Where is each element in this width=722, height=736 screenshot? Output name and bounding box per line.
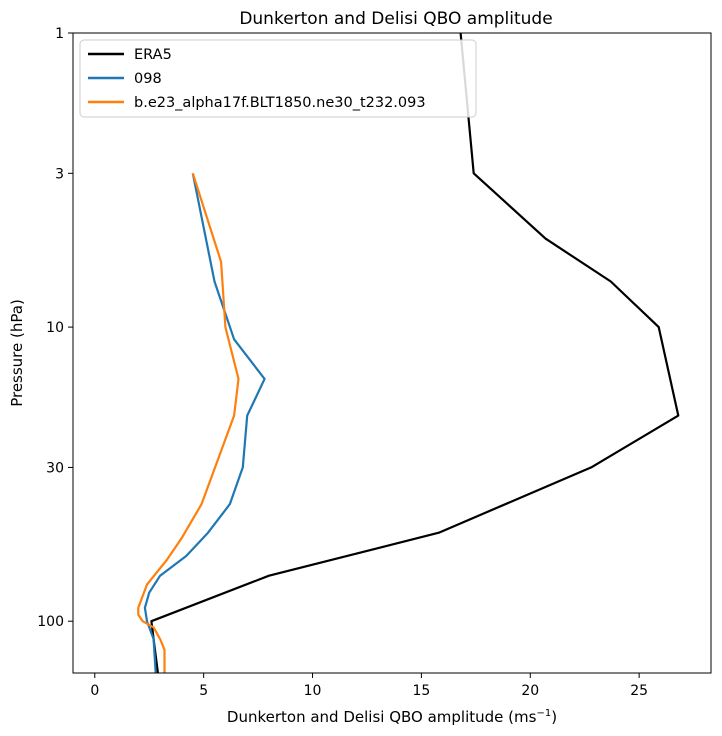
legend: ERA5 098 b.e23_alpha17f.BLT1850.ne30_t232.…	[79, 39, 477, 118]
x-axis-label-end: )	[551, 708, 557, 726]
plot-frame	[72, 32, 712, 674]
y-tick-label-3: 3	[55, 166, 64, 182]
legend-label-0: ERA5	[134, 47, 172, 63]
y-axis-label: Pressure (hPa)	[8, 299, 26, 407]
series-line-2	[137, 172, 240, 673]
legend-frame	[79, 39, 477, 118]
series-layer	[137, 32, 680, 674]
y-tick-label-100: 100	[37, 614, 64, 630]
x-axis-label: Dunkerton and Delisi QBO amplitude (ms−1…	[227, 708, 557, 726]
x-tick-label-10: 10	[304, 683, 322, 699]
series-line-1	[143, 173, 266, 674]
x-tick-label-0: 0	[90, 683, 99, 699]
series-line-0	[150, 32, 680, 674]
x-axis-label-superscript: −1	[536, 708, 551, 719]
y-tick-label-10: 10	[46, 320, 64, 336]
x-tick-label-15: 15	[412, 683, 430, 699]
chart-title: Dunkerton and Delisi QBO amplitude	[239, 9, 552, 29]
legend-label-2: b.e23_alpha17f.BLT1850.ne30_t232.093	[134, 95, 426, 111]
x-tick-label-20: 20	[521, 683, 539, 699]
y-tick-label-30: 30	[46, 460, 64, 476]
y-tick-label-1: 1	[55, 26, 64, 42]
x-axis: 0 5 10 15 20 25	[90, 673, 648, 699]
y-axis: 1 3 10 30 100	[37, 26, 73, 630]
x-tick-label-5: 5	[199, 683, 208, 699]
x-tick-label-25: 25	[630, 683, 648, 699]
x-axis-label-main: Dunkerton and Delisi QBO amplitude (ms	[227, 708, 537, 726]
legend-label-1: 098	[134, 71, 162, 87]
